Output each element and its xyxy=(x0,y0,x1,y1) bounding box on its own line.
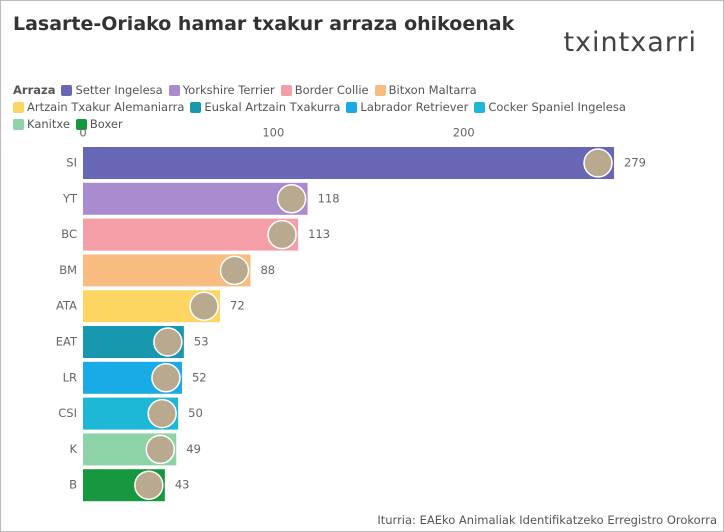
bar xyxy=(83,147,614,179)
bar xyxy=(83,219,298,251)
value-label: 49 xyxy=(186,442,201,456)
dog-photo xyxy=(584,149,612,177)
dog-photo xyxy=(148,400,176,428)
chart: Lasarte-Oriako hamar txakur arraza ohiko… xyxy=(0,0,724,532)
dog-photo xyxy=(190,292,218,320)
y-tick-label: EAT xyxy=(56,335,78,349)
value-label: 53 xyxy=(194,335,209,349)
dog-photo xyxy=(278,185,306,213)
dog-photo xyxy=(154,328,182,356)
dog-photo xyxy=(220,256,248,284)
y-tick-label: YT xyxy=(62,191,78,205)
bar xyxy=(83,183,308,215)
source-note: Iturria: EAEko Animaliak Identifikatzeko… xyxy=(377,513,717,527)
y-tick-label: LR xyxy=(63,370,77,384)
value-label: 43 xyxy=(175,478,190,492)
value-label: 52 xyxy=(192,370,207,384)
y-tick-label: K xyxy=(69,442,77,456)
y-tick-label: B xyxy=(69,478,77,492)
y-tick-label: ATA xyxy=(56,299,77,313)
x-tick-label: 100 xyxy=(262,126,284,140)
y-tick-label: BC xyxy=(61,227,77,241)
dog-photo xyxy=(152,364,180,392)
value-label: 118 xyxy=(318,191,340,205)
value-label: 72 xyxy=(230,299,245,313)
dog-photo xyxy=(268,221,296,249)
y-tick-label: BM xyxy=(59,263,77,277)
value-label: 113 xyxy=(308,227,330,241)
value-label: 279 xyxy=(624,156,646,170)
y-tick-label: SI xyxy=(66,156,77,170)
value-label: 88 xyxy=(260,263,275,277)
x-tick-label: 200 xyxy=(453,126,475,140)
dog-photo xyxy=(135,471,163,499)
y-tick-label: CSI xyxy=(58,406,77,420)
dog-photo xyxy=(146,435,174,463)
x-tick-label: 0 xyxy=(79,126,86,140)
plot: 0 100 200 279 SI 118 YT 113 BC 88 BM 72 ATA 53 EAT 52 LR… xyxy=(1,1,723,531)
value-label: 50 xyxy=(188,406,203,420)
